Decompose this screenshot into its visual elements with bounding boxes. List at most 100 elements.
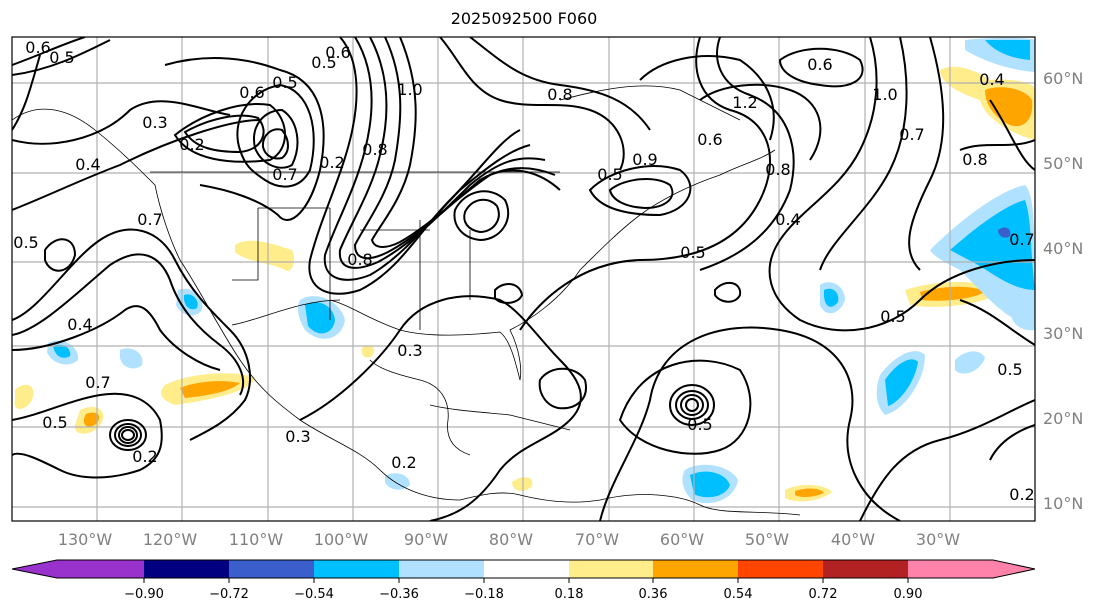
longitude-label: 50°W	[745, 530, 789, 549]
contour-label: 0.4	[775, 210, 800, 229]
map-frame	[11, 36, 1036, 522]
contour-label: 0.3	[397, 341, 422, 360]
contour-label: 0.8	[547, 85, 572, 104]
latitude-label: 10°N	[1043, 494, 1083, 513]
contour-label: 0.6	[807, 55, 832, 74]
shade-negative	[385, 473, 410, 490]
contour-label: 0.8	[962, 150, 987, 169]
colorbar-segment	[569, 560, 654, 578]
longitude-label: 40°W	[831, 530, 875, 549]
contour-label: 0.9	[632, 150, 657, 169]
colorbar-extend-low	[12, 560, 57, 578]
colorbar-tick-label: 0.36	[639, 587, 668, 602]
shade-negative-strong	[950, 200, 1035, 290]
colorbar-tick-label: 0.54	[724, 587, 753, 602]
shade-negative-strong	[690, 471, 730, 498]
contour-label: 0.2	[391, 453, 416, 472]
shaded-anomalies	[14, 37, 1035, 504]
shade-positive-strong	[985, 87, 1033, 127]
shade-negative-strong	[824, 288, 839, 307]
colorbar: −0.90 −0.72 −0.54 −0.36 −0.18 0.18 0.36 0.54 0.7…	[11, 559, 1036, 602]
contour-label: 0.7	[137, 210, 162, 229]
contour-label: 0.7	[899, 125, 924, 144]
contour-label: 0.5	[680, 243, 705, 262]
shade-negative	[120, 348, 143, 369]
contour-label: 0.2	[179, 135, 204, 154]
longitude-label: 110°W	[229, 530, 284, 549]
contour-label: 0.2	[319, 153, 344, 172]
contour-label: 0.5	[13, 233, 38, 252]
contour-label: 1.2	[732, 93, 757, 112]
shade-positive-strong	[83, 412, 100, 427]
contour-label: 0.5	[311, 53, 336, 72]
shade-positive-strong	[795, 488, 824, 498]
colorbar-tick-label: 0.72	[809, 587, 838, 602]
contour-label: 0.6	[239, 83, 264, 102]
contour-labels: 0.6 0.5 0.3 0.2 0.4 0.6 0.5 0.6 0.5 0.7 …	[13, 38, 1034, 504]
contour-label: 0.8	[362, 140, 387, 159]
shade-positive	[235, 240, 295, 272]
colorbar-tick-label: −0.54	[294, 587, 334, 602]
contour-label: 0.5	[880, 307, 905, 326]
shade-negative	[955, 351, 985, 374]
coastlines	[12, 85, 801, 516]
colorbar-segment	[399, 560, 485, 578]
longitude-label: 60°W	[660, 530, 704, 549]
colorbar-tick-label: −0.18	[464, 587, 504, 602]
contour-label: 1.0	[872, 85, 897, 104]
colorbar-extend-high	[993, 560, 1035, 578]
longitude-label: 80°W	[489, 530, 533, 549]
colorbar-outline	[11, 559, 1036, 579]
shade-negative-strong	[885, 359, 918, 406]
shade-negative-strong	[53, 344, 71, 358]
latitude-label: 60°N	[1043, 69, 1083, 88]
colorbar-segment	[314, 560, 400, 578]
colorbar-segment	[653, 560, 739, 578]
contour-label: 0.8	[765, 160, 790, 179]
shade-negative-strong	[305, 302, 335, 334]
contour-label: 0.5	[42, 413, 67, 432]
contour-label: 0.3	[285, 427, 310, 446]
shade-positive	[14, 384, 34, 409]
contour-label: 0.7	[272, 165, 297, 184]
shade-negative-strong	[985, 40, 1030, 60]
colorbar-tick-label: 0.18	[555, 587, 584, 602]
colorbar-segment	[484, 560, 570, 578]
shade-positive	[361, 345, 375, 358]
latitude-label: 30°N	[1043, 324, 1083, 343]
longitude-label: 30°W	[916, 530, 960, 549]
contour-label: 0.2	[132, 447, 157, 466]
contour-label: 0.5	[597, 165, 622, 184]
longitude-label: 100°W	[314, 530, 369, 549]
contour-label: 0.8	[347, 250, 372, 269]
colorbar-segment	[908, 560, 994, 578]
contour-label: 0.6	[325, 43, 350, 62]
contour-label: 0.4	[979, 70, 1004, 89]
contour-label: 0.7	[1009, 230, 1034, 249]
contour-label: 0.5	[272, 73, 297, 92]
longitude-labels: 130°W 120°W 110°W 100°W 90°W 80°W 70°W 60°W 50°W…	[58, 530, 960, 549]
shade-negative	[1010, 300, 1035, 331]
shade-positive	[512, 477, 533, 491]
colorbar-segment	[57, 560, 145, 578]
colorbar-tick-label: −0.90	[124, 587, 164, 602]
contour-label: 0.5	[687, 415, 712, 434]
contour-label: 0.6	[25, 38, 50, 57]
colorbar-segment	[738, 560, 824, 578]
shade-negative-strong	[183, 294, 198, 310]
shade-positive-strong	[920, 286, 985, 301]
latitude-label: 20°N	[1043, 409, 1083, 428]
graticule	[12, 37, 1035, 521]
contour-label: 0.3	[142, 113, 167, 132]
shade-negative-deep	[998, 227, 1011, 238]
longitude-label: 90°W	[404, 530, 448, 549]
contour-label: 0.4	[67, 315, 92, 334]
colorbar-tick-label: −0.36	[379, 587, 419, 602]
latitude-labels: 60°N 50°N 40°N 30°N 20°N 10°N	[1043, 69, 1083, 513]
colorbar-tick-label: −0.72	[209, 587, 249, 602]
contour-label: 0.7	[85, 373, 110, 392]
colorbar-tick-label: 0.90	[894, 587, 923, 602]
contour-label: 0.5	[49, 48, 74, 67]
longitude-label: 130°W	[58, 530, 113, 549]
